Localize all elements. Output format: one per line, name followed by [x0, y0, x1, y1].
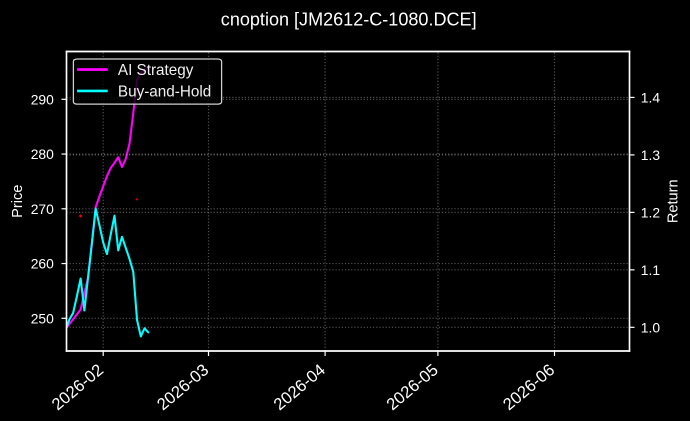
- svg-text:Price: Price: [10, 185, 26, 218]
- svg-text:280: 280: [31, 146, 54, 162]
- svg-text:250: 250: [31, 310, 54, 326]
- svg-text:Buy-and-Hold: Buy-and-Hold: [118, 83, 211, 100]
- svg-text:Return: Return: [666, 179, 682, 223]
- svg-text:1.4: 1.4: [641, 89, 661, 105]
- svg-text:1.1: 1.1: [641, 262, 661, 278]
- svg-text:270: 270: [31, 201, 54, 217]
- svg-text:AI Strategy: AI Strategy: [118, 62, 194, 79]
- svg-text:cnoption [JM2612-C-1080.DCE]: cnoption [JM2612-C-1080.DCE]: [221, 10, 477, 30]
- svg-text:260: 260: [31, 256, 54, 272]
- svg-text:1.3: 1.3: [641, 147, 661, 163]
- svg-text:1.2: 1.2: [641, 204, 661, 220]
- svg-text:290: 290: [31, 91, 54, 107]
- svg-text:1.0: 1.0: [641, 319, 661, 335]
